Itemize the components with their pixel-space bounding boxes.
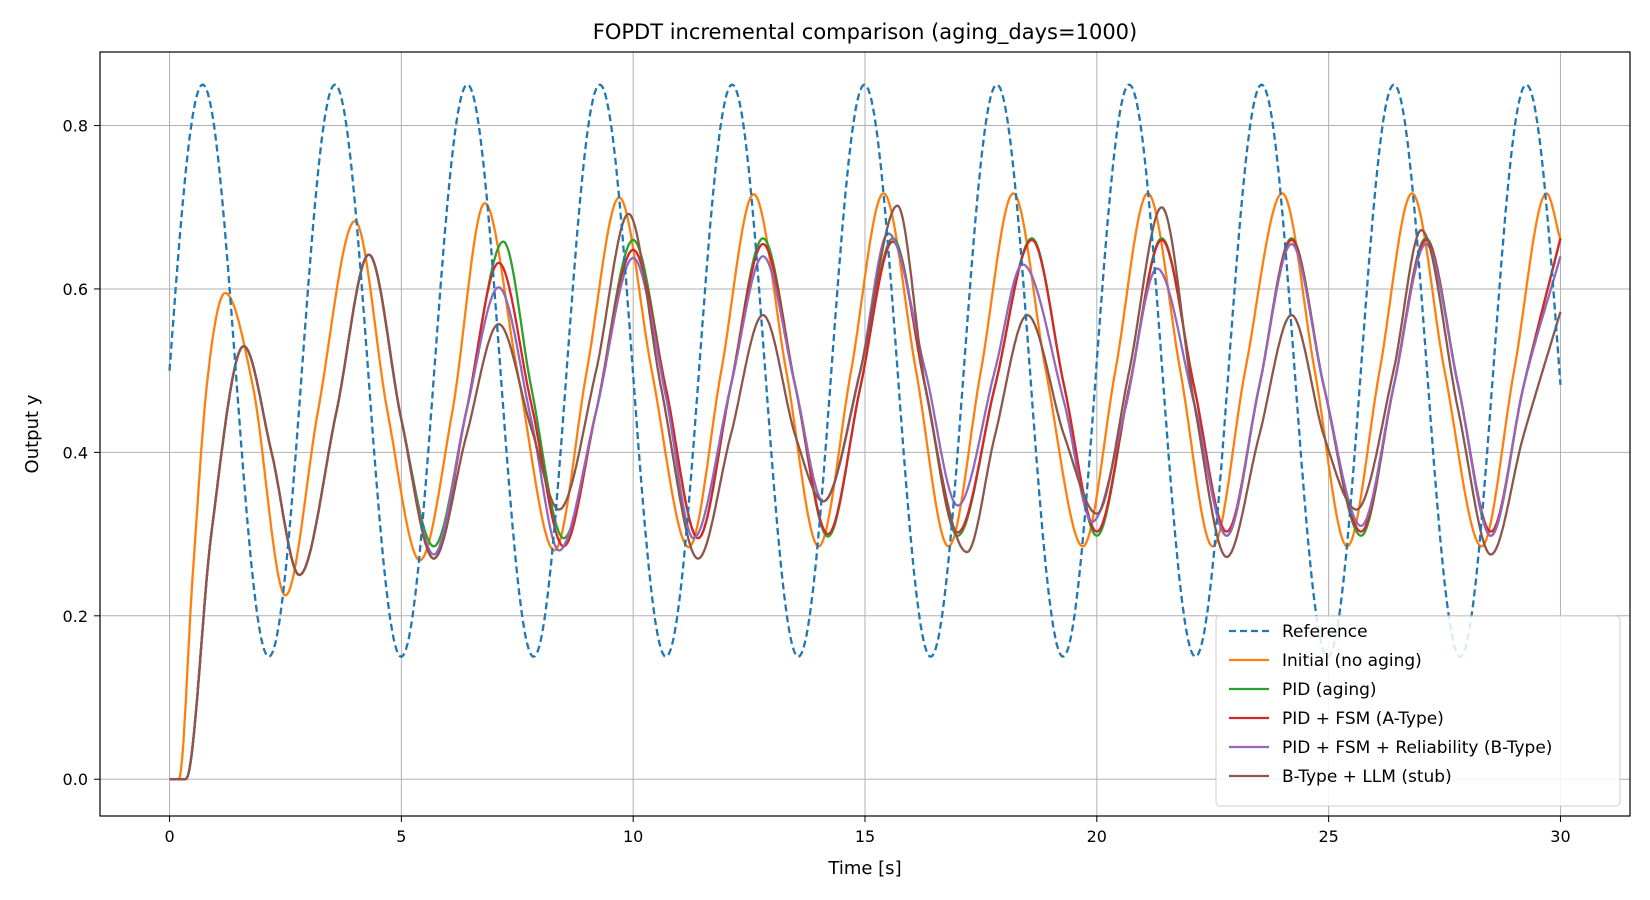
legend-label: PID (aging)	[1282, 680, 1377, 700]
y-axis-label: Output y	[22, 394, 43, 473]
x-tick-label: 30	[1550, 827, 1570, 846]
y-tick-label: 0.8	[63, 117, 88, 136]
x-tick-label: 10	[623, 827, 643, 846]
y-tick-label: 0.0	[63, 770, 88, 789]
legend-frame	[1215, 615, 1621, 807]
x-tick-label: 5	[396, 827, 406, 846]
legend-label: PID + FSM + Reliability (B-Type)	[1282, 738, 1552, 758]
ticks: 0 5 10 15 20 25 30 0.0 0.2 0.4 0.6 0.8	[63, 117, 1571, 846]
legend: Reference Initial (no aging) PID (aging) PI…	[1215, 615, 1621, 807]
legend-label: PID + FSM (A-Type)	[1282, 709, 1444, 729]
y-tick-label: 0.2	[63, 607, 88, 626]
legend-label: Initial (no aging)	[1282, 651, 1422, 671]
y-tick-label: 0.4	[63, 443, 88, 462]
x-axis-label: Time [s]	[827, 858, 901, 879]
x-tick-label: 15	[855, 827, 875, 846]
y-tick-label: 0.6	[63, 280, 88, 299]
legend-label: B-Type + LLM (stub)	[1282, 767, 1452, 787]
legend-label: Reference	[1282, 622, 1368, 642]
series-line-1	[169, 192, 1562, 781]
series-line-5	[169, 204, 1562, 781]
grid	[100, 52, 1630, 816]
x-tick-label: 25	[1318, 827, 1338, 846]
chart-title: FOPDT incremental comparison (aging_days…	[593, 20, 1137, 45]
x-tick-label: 0	[164, 827, 174, 846]
x-tick-label: 20	[1087, 827, 1107, 846]
